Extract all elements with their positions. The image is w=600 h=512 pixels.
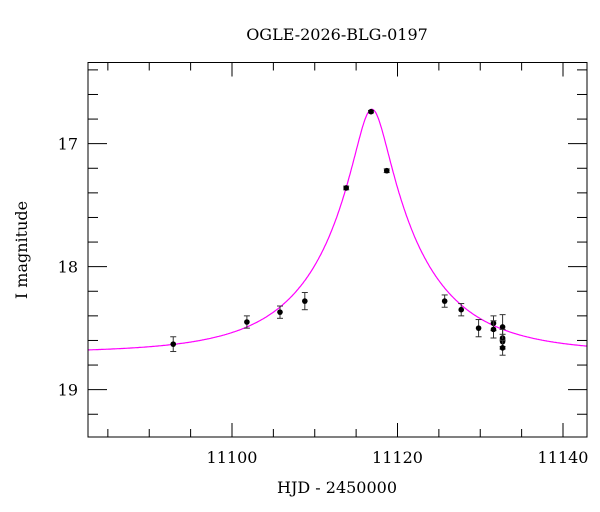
data-marker — [499, 345, 506, 351]
x-tick-label: 11120 — [372, 448, 423, 467]
data-point — [368, 108, 375, 115]
y-tick-label: 19 — [58, 381, 78, 400]
data-marker — [244, 319, 250, 325]
data-point — [458, 303, 465, 317]
data-marker — [302, 298, 308, 304]
data-point — [475, 319, 482, 338]
data-marker — [499, 324, 506, 330]
data-marker — [343, 185, 349, 191]
model-curve — [88, 108, 588, 351]
data-marker — [383, 167, 390, 174]
x-tick-label: 11140 — [538, 448, 589, 467]
x-axis-label: HJD - 2450000 — [277, 478, 397, 497]
data-marker — [475, 325, 482, 331]
data-point — [441, 294, 448, 308]
data-point — [301, 291, 308, 311]
data-point — [499, 339, 506, 356]
data-point — [490, 320, 497, 339]
plot-frame — [87, 62, 588, 438]
data-point — [383, 167, 390, 174]
y-axis-label: I magnitude — [12, 201, 31, 299]
data-marker — [441, 298, 448, 304]
data-point — [243, 315, 250, 329]
data-marker — [458, 306, 465, 313]
data-point — [343, 185, 350, 191]
data-point — [170, 336, 177, 353]
chart-title: OGLE-2026-BLG-0197 — [246, 25, 428, 44]
data-marker — [490, 326, 497, 333]
y-tick-label: 17 — [58, 135, 78, 154]
data-marker — [170, 341, 177, 347]
x-tick-label: 11100 — [207, 448, 258, 467]
data-marker — [277, 309, 283, 315]
data-point — [276, 305, 283, 319]
y-tick-label: 18 — [58, 258, 78, 277]
data-marker — [368, 108, 374, 115]
